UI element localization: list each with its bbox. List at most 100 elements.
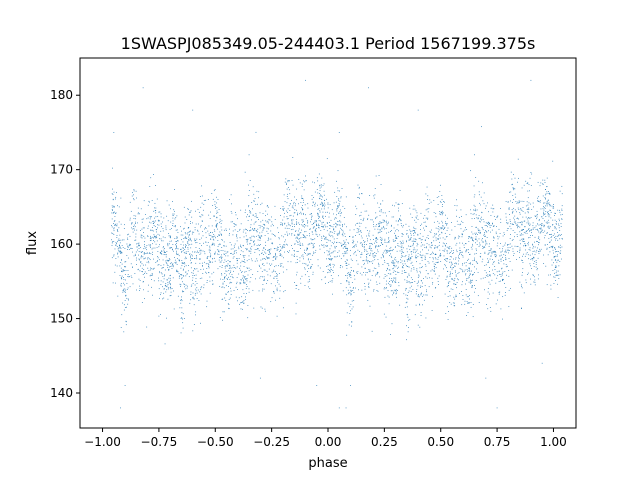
data-point (482, 258, 484, 260)
data-point (192, 275, 194, 276)
data-point (490, 251, 492, 253)
data-point (379, 229, 381, 230)
data-point (369, 255, 370, 256)
data-point (513, 187, 515, 189)
data-point (394, 262, 396, 264)
data-point (337, 224, 339, 226)
data-point (218, 244, 220, 246)
data-point (437, 238, 439, 240)
data-point (291, 254, 293, 256)
data-point (173, 225, 175, 227)
data-point (381, 237, 383, 239)
data-point (205, 263, 207, 265)
data-point (467, 302, 468, 304)
data-point (227, 303, 229, 305)
data-point (358, 289, 359, 291)
data-point (234, 223, 235, 225)
data-point (294, 234, 296, 236)
data-point (475, 210, 477, 212)
data-point (446, 260, 448, 262)
data-point (247, 214, 248, 216)
data-point (260, 306, 262, 308)
data-point (512, 187, 514, 189)
data-point (268, 257, 270, 259)
data-point (146, 326, 148, 328)
data-point (157, 257, 159, 259)
data-point (448, 252, 450, 254)
data-point (378, 265, 380, 267)
data-point (445, 221, 446, 223)
data-point (260, 235, 262, 237)
data-point (426, 291, 427, 293)
data-point (235, 249, 237, 251)
data-point (261, 307, 263, 309)
data-point (524, 220, 526, 222)
data-point (466, 296, 468, 298)
data-point (461, 254, 462, 256)
data-point (277, 280, 279, 281)
data-point (142, 227, 144, 229)
data-point (555, 239, 556, 241)
data-point (446, 243, 447, 245)
data-point (454, 266, 456, 267)
data-point (462, 264, 463, 266)
data-point (357, 271, 359, 273)
data-point (222, 239, 223, 241)
data-point (413, 234, 415, 236)
data-point (177, 295, 179, 297)
data-point (468, 298, 470, 300)
data-point (246, 278, 248, 279)
data-point (426, 208, 428, 210)
data-point (244, 281, 246, 283)
data-point (421, 239, 423, 241)
data-point (178, 275, 180, 277)
data-point (163, 288, 165, 290)
data-point (454, 263, 456, 264)
data-point (149, 238, 151, 239)
data-point (163, 251, 165, 253)
data-point (395, 274, 397, 275)
data-point (312, 205, 314, 207)
data-point (409, 319, 411, 321)
data-point (532, 251, 534, 252)
data-point (313, 253, 315, 255)
data-point (238, 248, 240, 250)
data-point (355, 235, 356, 236)
data-point (120, 407, 121, 409)
data-point (386, 267, 388, 269)
data-point (313, 251, 314, 253)
data-point (377, 259, 379, 261)
data-point (185, 275, 187, 277)
data-point (400, 219, 402, 221)
data-point (209, 247, 211, 249)
data-point (362, 220, 364, 222)
data-point (182, 269, 184, 271)
data-point (508, 209, 510, 211)
data-point (304, 285, 306, 286)
data-point (498, 293, 500, 295)
data-point (413, 205, 415, 207)
data-point (369, 246, 371, 248)
data-point (155, 185, 156, 186)
data-point (274, 205, 276, 207)
data-point (206, 244, 208, 246)
data-point (173, 209, 175, 211)
data-point (275, 257, 277, 259)
data-point (338, 203, 340, 204)
data-point (446, 258, 448, 259)
data-point (121, 271, 122, 272)
data-point (561, 246, 563, 248)
data-point (318, 197, 320, 199)
data-point (327, 254, 329, 256)
data-point (253, 200, 255, 202)
data-point (160, 264, 162, 266)
data-point (315, 228, 317, 229)
data-point (505, 249, 507, 251)
data-point (124, 385, 126, 386)
data-point (244, 278, 246, 279)
data-point (406, 325, 407, 327)
data-point (524, 232, 526, 234)
data-point (500, 274, 502, 275)
data-point (288, 228, 290, 229)
data-point (326, 222, 328, 223)
